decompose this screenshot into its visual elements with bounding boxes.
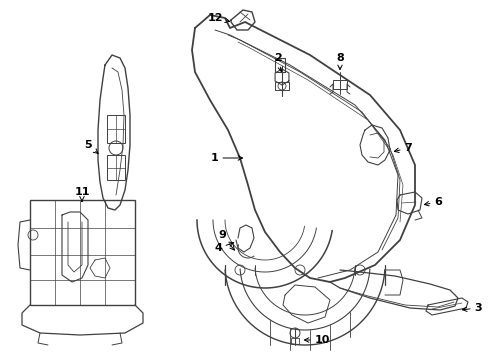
Bar [332, 80, 346, 89]
Text: 3: 3 [462, 303, 481, 313]
Text: 12: 12 [207, 13, 229, 23]
Text: 11: 11 [74, 187, 90, 201]
Text: 5: 5 [84, 140, 98, 153]
Text: 6: 6 [424, 197, 441, 207]
Text: 4: 4 [214, 242, 233, 253]
Text: 7: 7 [394, 143, 411, 153]
Bar [30, 200, 135, 305]
Bar [107, 155, 125, 180]
Bar [290, 338, 298, 344]
Bar [107, 115, 125, 143]
Text: 10: 10 [304, 335, 329, 345]
Text: 2: 2 [274, 53, 282, 72]
Text: 9: 9 [218, 230, 234, 250]
Text: 1: 1 [211, 153, 242, 163]
Bar [274, 82, 288, 90]
Text: 8: 8 [335, 53, 343, 69]
